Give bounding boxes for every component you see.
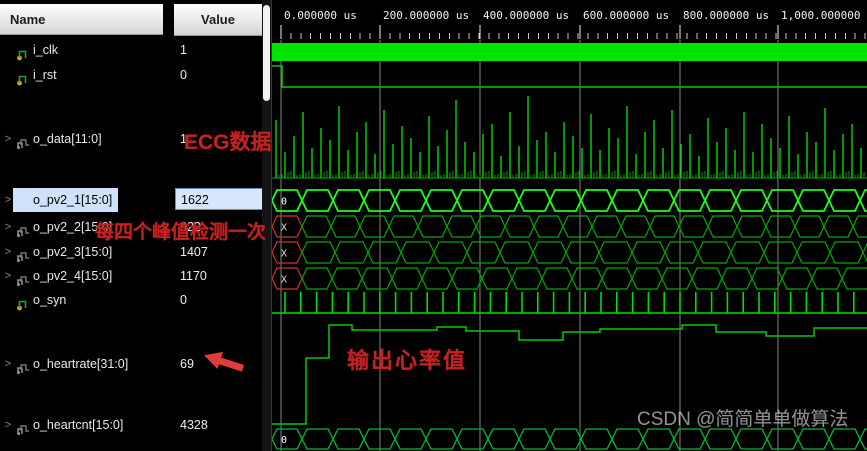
signal-name: o_heartrate[31:0] bbox=[33, 357, 129, 371]
svg-text:400.000000 us: 400.000000 us bbox=[483, 9, 569, 22]
signal-value: 922 bbox=[180, 220, 201, 234]
watermark: CSDN @简简单单做算法 bbox=[637, 409, 849, 430]
name-column-header[interactable]: Name bbox=[0, 4, 163, 35]
svg-text:600.000000 us: 600.000000 us bbox=[583, 9, 669, 22]
expand-chevron-icon[interactable]: > bbox=[4, 270, 12, 282]
signal-row-o_pv2_1[interactable]: > o_pv2_1[15:0] 1622 bbox=[0, 187, 263, 213]
signal-name: o_pv2_1[15:0] bbox=[13, 188, 119, 212]
waveform-row-o_pv2_4: X bbox=[271, 267, 867, 290]
scalar-signal-icon bbox=[16, 69, 29, 95]
name-column-header-label: Name bbox=[10, 12, 46, 27]
signal-row-o_syn[interactable]: o_syn 0 bbox=[0, 287, 262, 313]
value-column-header[interactable]: Value bbox=[174, 4, 262, 36]
signal-panel: Name Value i_clk 1 i_rst 0 > o_data[11:0] 1 > o_… bbox=[0, 0, 263, 451]
svg-text:1,000.000000 us: 1,000.000000 us bbox=[781, 9, 867, 22]
svg-text:800.000000 us: 800.000000 us bbox=[683, 9, 769, 22]
waveform-row-o_heartcnt: 0 bbox=[271, 428, 867, 450]
annotation-heartrate-output: 输出心率值 bbox=[347, 348, 468, 373]
svg-text:X: X bbox=[281, 275, 287, 286]
signal-row-o_pv2_4[interactable]: > o_pv2_4[15:0] 1170 bbox=[0, 263, 262, 289]
signal-name: i_clk bbox=[33, 43, 59, 57]
waveform-row-o_pv2_1: 0 bbox=[271, 189, 867, 212]
waveform-row-o_syn bbox=[272, 292, 867, 314]
signal-value: 0 bbox=[180, 68, 187, 82]
expand-chevron-icon[interactable]: > bbox=[4, 246, 12, 258]
waveform-row-o_pv2_2: X bbox=[271, 215, 867, 238]
scalar-signal-icon bbox=[16, 44, 29, 70]
signal-row-o_heartrate[interactable]: > o_heartrate[31:0] 69 bbox=[0, 351, 262, 377]
waveform-row-i_rst bbox=[272, 65, 867, 88]
waveform-row-o_pv2_3: X bbox=[271, 241, 867, 264]
bus-signal-icon bbox=[16, 246, 30, 272]
panel-divider[interactable] bbox=[271, 0, 272, 451]
signal-name: o_heartcnt[15:0] bbox=[33, 418, 124, 432]
signal-name: o_pv2_3[15:0] bbox=[33, 245, 113, 259]
expand-chevron-icon[interactable]: > bbox=[4, 133, 12, 145]
signal-row-o_pv2_2[interactable]: > o_pv2_2[15:0] 922 bbox=[0, 214, 262, 240]
bus-signal-icon bbox=[16, 358, 30, 384]
signal-name: o_syn bbox=[33, 293, 67, 307]
bus-signal-icon bbox=[16, 419, 30, 445]
signal-value: 1170 bbox=[180, 269, 207, 283]
signal-row-o_pv2_3[interactable]: > o_pv2_3[15:0] 1407 bbox=[0, 239, 262, 265]
value-column-header-label: Value bbox=[201, 12, 235, 27]
signal-value: 1407 bbox=[180, 245, 208, 259]
signal-name: i_rst bbox=[33, 68, 57, 82]
bus-signal-icon bbox=[16, 133, 30, 159]
bus-signal-icon bbox=[16, 221, 30, 247]
signal-panel-scrollbar[interactable] bbox=[262, 0, 271, 451]
signal-value: 69 bbox=[180, 357, 194, 371]
svg-text:0.000000 us: 0.000000 us bbox=[284, 9, 357, 22]
svg-text:X: X bbox=[281, 249, 287, 260]
expand-chevron-icon[interactable]: > bbox=[4, 358, 12, 370]
signal-name: o_data[11:0] bbox=[33, 132, 102, 146]
annotation-ecg-data: ECG数据 bbox=[184, 131, 272, 154]
signal-value: 1 bbox=[180, 132, 187, 146]
expand-chevron-icon[interactable]: > bbox=[4, 419, 12, 431]
signal-value[interactable]: 1622 bbox=[175, 188, 263, 210]
signal-row-i_rst[interactable]: i_rst 0 bbox=[0, 62, 262, 88]
signal-value: 0 bbox=[180, 293, 187, 307]
signal-name: o_pv2_4[15:0] bbox=[33, 269, 113, 283]
expand-chevron-icon[interactable]: > bbox=[4, 221, 12, 233]
waveform-row-o_heartrate bbox=[272, 324, 867, 425]
bus-signal-icon bbox=[16, 270, 30, 296]
signal-value: 1 bbox=[180, 43, 187, 57]
signal-row-o_data[interactable]: > o_data[11:0] 1 bbox=[0, 126, 262, 152]
svg-text:200.000000 us: 200.000000 us bbox=[383, 9, 469, 22]
signal-name: o_pv2_2[15:0] bbox=[33, 220, 113, 234]
annotation-peak-detection: 每四个峰值检测一次 bbox=[95, 222, 267, 243]
signal-value: 4328 bbox=[180, 418, 208, 432]
signal-row-o_heartcnt[interactable]: > o_heartcnt[15:0] 4328 bbox=[0, 412, 262, 438]
waveform-panel[interactable]: 0.000000 us 200.000000 us 400.000000 us 600… bbox=[271, 0, 867, 451]
expand-chevron-icon[interactable]: > bbox=[4, 194, 12, 206]
waveform-row-i_clk bbox=[272, 43, 867, 61]
svg-text:0: 0 bbox=[281, 197, 287, 208]
svg-text:0: 0 bbox=[281, 435, 287, 446]
waveform-canvas[interactable]: 0.000000 us 200.000000 us 400.000000 us 600… bbox=[271, 0, 867, 451]
waveform-row-o_data bbox=[272, 96, 867, 179]
svg-text:X: X bbox=[281, 223, 287, 234]
signal-row-i_clk[interactable]: i_clk 1 bbox=[0, 37, 262, 63]
scalar-signal-icon bbox=[16, 294, 29, 320]
scrollbar-thumb[interactable] bbox=[263, 5, 270, 101]
